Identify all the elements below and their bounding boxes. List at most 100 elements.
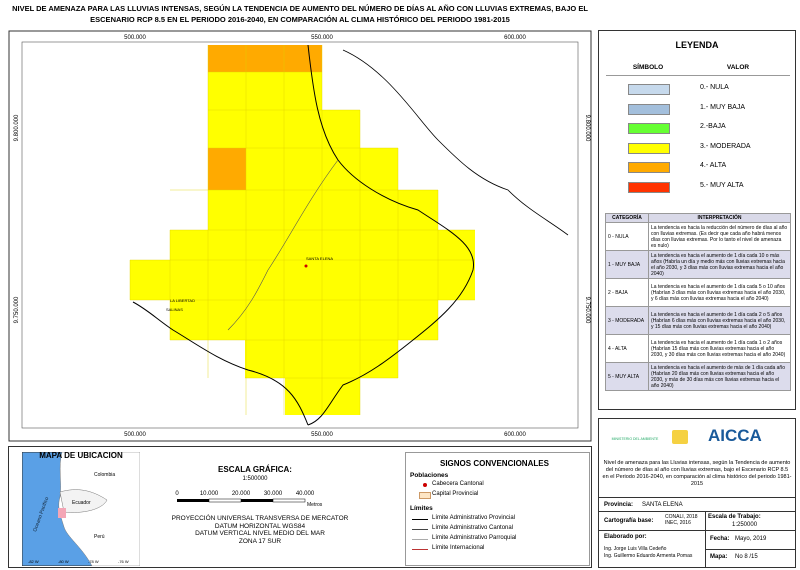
info-panel bbox=[598, 418, 796, 568]
legend-label: 3.- MODERADA bbox=[700, 142, 751, 150]
cantonal-symbol bbox=[423, 483, 427, 487]
ministry-logo: MINISTERIO DEL AMBIENTE bbox=[611, 437, 659, 441]
field-label: Elaborado por: bbox=[604, 534, 647, 540]
field-label: Mapa: bbox=[710, 554, 728, 560]
author: Ing. Jorge Luis Villa Cedeño bbox=[604, 546, 667, 552]
cell-grid bbox=[129, 45, 475, 415]
rule bbox=[705, 549, 796, 550]
capital-symbol bbox=[419, 492, 431, 499]
table-row: 5 - MUY ALTA La tendencia es hacia el aum… bbox=[605, 362, 791, 391]
rule bbox=[598, 511, 796, 512]
legend-swatch bbox=[628, 123, 670, 134]
x-coord: 500.000 bbox=[124, 432, 146, 438]
field-label: Cartografía base: bbox=[604, 518, 654, 524]
lon-label: -80 W bbox=[58, 559, 69, 564]
place-label: SANTA ELENA bbox=[306, 256, 333, 261]
interpretation-table: CATEGORÍA INTERPRETACIÓN 0 - NULA La tend… bbox=[605, 213, 791, 391]
place-label: LA LIBERTAD bbox=[170, 298, 195, 303]
country-label: Colombia bbox=[94, 472, 115, 478]
x-coord: 500.000 bbox=[124, 35, 146, 41]
field-label: Escala de Trabajo: bbox=[708, 514, 761, 520]
lon-label: -82 W bbox=[28, 559, 39, 564]
high-zone bbox=[208, 45, 322, 72]
legend-swatch bbox=[628, 162, 670, 173]
legend-swatch bbox=[628, 103, 670, 115]
projection-line: DATUM HORIZONTAL WGS84 bbox=[214, 522, 306, 530]
interpretation-cell: La tendencia es hacia el aumento de más … bbox=[648, 362, 791, 391]
field-value: 1:250000 bbox=[732, 522, 758, 528]
bottom-panel bbox=[8, 446, 592, 568]
country-label: Ecuador bbox=[72, 500, 91, 506]
category-cell: 5 - MUY ALTA bbox=[605, 362, 649, 391]
field-value: Mayo, 2019 bbox=[735, 536, 767, 542]
field-value: CONALI, 2018 INEC, 2016 bbox=[665, 514, 698, 526]
projection-line: DATUM VERTICAL NIVEL MEDIO DEL MAR bbox=[195, 530, 325, 537]
rule bbox=[598, 530, 796, 531]
signs-subtitle: Límites bbox=[410, 505, 433, 512]
field-value: No 8 /15 bbox=[735, 554, 758, 560]
parish-line bbox=[412, 539, 428, 540]
header-cell: CATEGORÍA bbox=[605, 213, 649, 223]
category-cell: 2 - BAJA bbox=[605, 278, 649, 307]
field-label: Fecha: bbox=[710, 536, 730, 542]
table-row: 2 - BAJA La tendencia es hacia el aumento… bbox=[605, 278, 791, 307]
sign-label: Cabecera Cantonal bbox=[432, 481, 484, 487]
legend-label: 4.- ALTA bbox=[700, 162, 727, 169]
province-boundary bbox=[132, 44, 474, 426]
legend-label: 1.- MUY BAJA bbox=[700, 103, 745, 111]
scale-bar: 0 10.000 20.000 30.000 40.000 Metros bbox=[175, 491, 323, 508]
scale-tick: 40.000 bbox=[296, 491, 315, 497]
location-map: MAPA DE UBICACIÓN Colombia Ecuador Perú … bbox=[22, 452, 140, 566]
scale-segment bbox=[208, 498, 242, 503]
signs-subtitle: Poblaciones bbox=[410, 472, 449, 479]
cantonal-boundary bbox=[227, 159, 339, 331]
category-cell: 1 - MUY BAJA bbox=[605, 250, 649, 279]
scale-unit: Metros bbox=[307, 502, 323, 508]
interpretation-cell: La tendencia es hacia el aumento de 1 dí… bbox=[648, 306, 791, 335]
scale-segment bbox=[272, 498, 306, 503]
table-body: CATEGORÍA INTERPRETACIÓN 0 - NULA La tend… bbox=[605, 213, 791, 391]
y-coord: 9.750.000 bbox=[584, 297, 590, 324]
sign-label: Límite Administrativo Cantonal bbox=[432, 525, 514, 531]
table-row: 0 - NULA La tendencia es hacia la reducci… bbox=[605, 222, 791, 251]
map-title: NIVEL DE AMENAZA PARA LAS LLUVIAS INTENS… bbox=[12, 4, 588, 24]
country-label: Perú bbox=[94, 534, 105, 540]
main-map: 500.000 550.000 600.000 500.000 550.000 … bbox=[8, 30, 592, 442]
rule bbox=[705, 511, 706, 567]
table-row: 1 - MUY BAJA La tendencia es hacia el aum… bbox=[605, 250, 791, 279]
table-row: 4 - ALTA La tendencia es hacia el aumento… bbox=[605, 334, 791, 363]
lon-label: -78 W bbox=[88, 559, 99, 564]
interpretation-cell: La tendencia es hacia el aumento de 1 dí… bbox=[648, 278, 791, 307]
international-line bbox=[412, 549, 428, 550]
interpretation-cell: La tendencia es hacia el aumento de 1 dí… bbox=[648, 250, 791, 279]
table-row: 3 - MODERADA La tendencia es hacia el aum… bbox=[605, 306, 791, 335]
legend-swatch bbox=[628, 181, 670, 193]
lon-label: -76 W bbox=[118, 559, 129, 564]
sign-label: Límite Administrativo Provincial bbox=[432, 515, 516, 521]
projection-line: PROYECCIÓN UNIVERSAL TRANSVERSA DE MERCA… bbox=[171, 515, 349, 522]
town-marker bbox=[304, 264, 308, 268]
provincial-line bbox=[412, 519, 428, 520]
table-header: CATEGORÍA INTERPRETACIÓN bbox=[605, 213, 791, 223]
field-label: Provincia: bbox=[604, 502, 634, 508]
category-cell: 0 - NULA bbox=[605, 222, 649, 251]
legend-label: 2.-BAJA bbox=[700, 123, 726, 130]
category-cell: 4 - ALTA bbox=[605, 334, 649, 363]
rule bbox=[598, 497, 796, 498]
cantonal-boundary bbox=[342, 49, 569, 236]
emblem bbox=[672, 430, 688, 444]
table: CATEGORÍA INTERPRETACIÓN 0 - NULA La tend… bbox=[605, 213, 791, 391]
interpretation-cell: La tendencia es hacia el aumento de 1 dí… bbox=[648, 334, 791, 363]
legend-header: VALOR bbox=[726, 64, 750, 71]
scale-title: ESCALA GRÁFICA: bbox=[218, 465, 292, 474]
y-coord: 9.800.000 bbox=[14, 114, 20, 141]
study-area bbox=[58, 508, 66, 518]
y-coord: 9.800.000 bbox=[584, 115, 590, 142]
header-cell: INTERPRETACIÓN bbox=[648, 213, 791, 223]
category-cell: 3 - MODERADA bbox=[605, 306, 649, 335]
author: Ing. Guillermo Eduardo Armenta Pomas bbox=[604, 553, 693, 559]
projection-line: ZONA 17 SUR bbox=[238, 537, 282, 545]
map-description: Nivel de amenaza para las Lluvias intens… bbox=[602, 460, 792, 487]
legend-rule bbox=[606, 75, 790, 76]
